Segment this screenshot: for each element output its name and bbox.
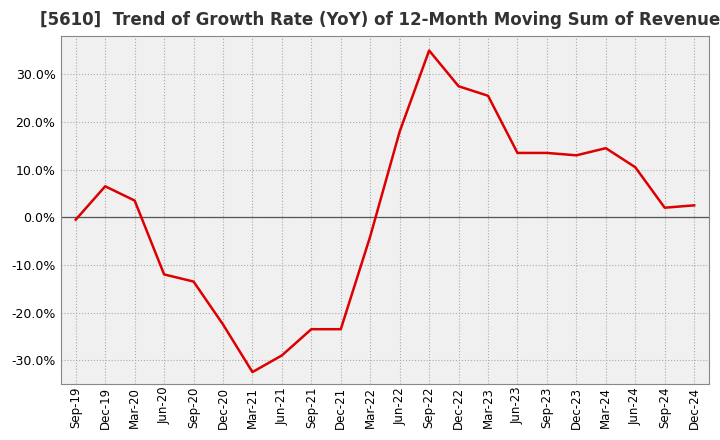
Title: [5610]  Trend of Growth Rate (YoY) of 12-Month Moving Sum of Revenues: [5610] Trend of Growth Rate (YoY) of 12-… — [40, 11, 720, 29]
